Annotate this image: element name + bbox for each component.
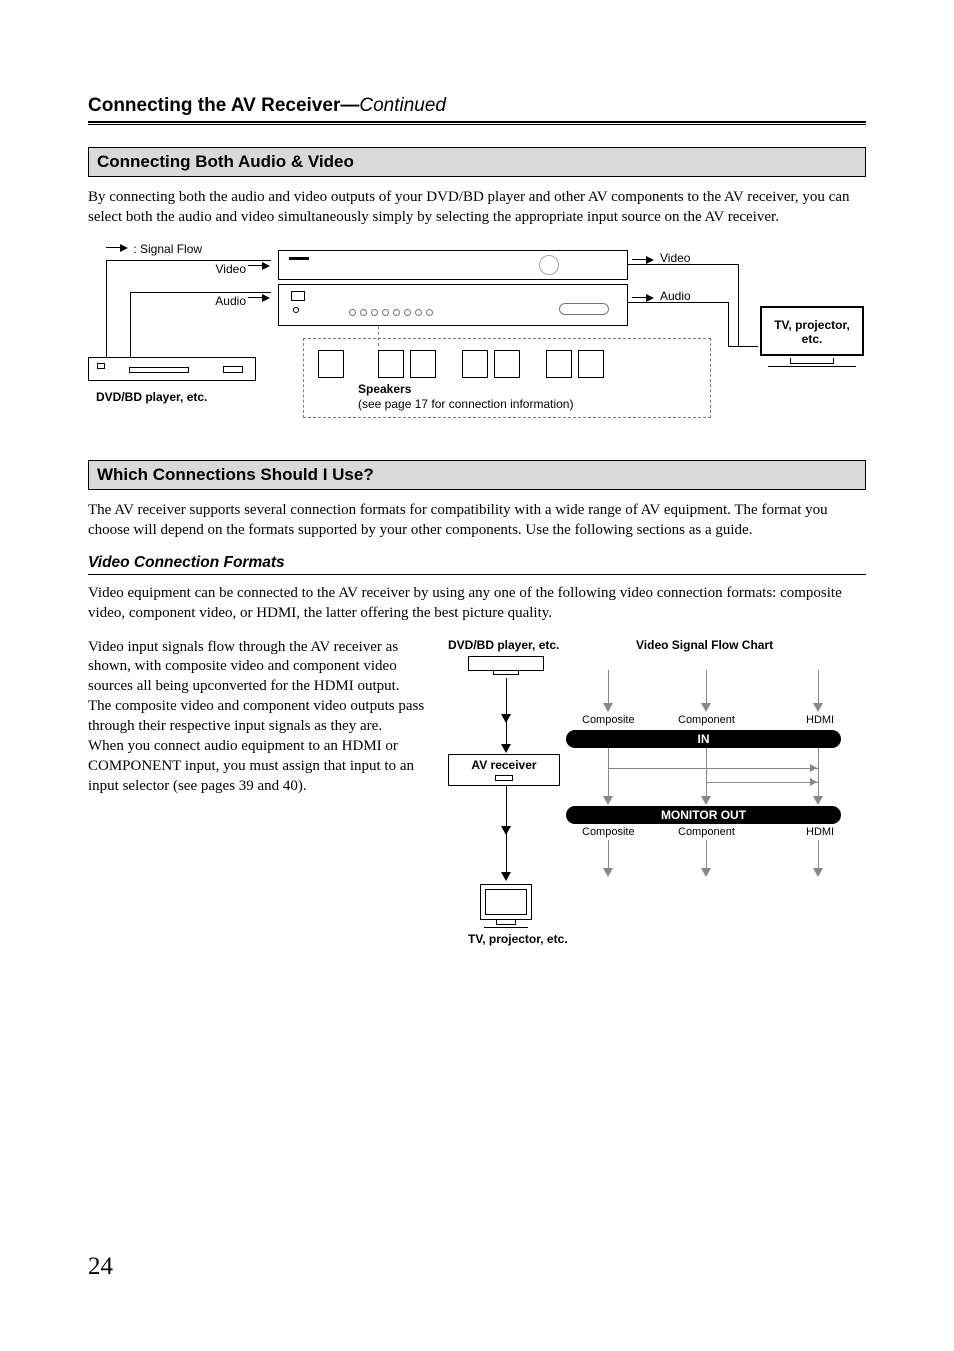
arrow-icon (248, 261, 272, 271)
diagram-signal-flow: : Signal Flow DVD/BD player, etc. Video … (88, 242, 866, 442)
title-sep: — (340, 95, 359, 116)
left-p2: The composite video and component video … (88, 697, 430, 737)
flowchart: DVD/BD player, etc. Video Signal Flow Ch… (448, 638, 866, 958)
speaker-icon (318, 350, 344, 378)
dvd-player-icon (88, 357, 256, 381)
fc-component-out: Component (678, 826, 735, 838)
page-number: 24 (88, 1253, 113, 1281)
section2-body: The AV receiver supports several connect… (88, 500, 866, 541)
receiver-audio-icon (278, 284, 628, 326)
title-rule-thick (88, 121, 866, 123)
speakers-caption: Speakers (358, 382, 411, 396)
dvd-caption: DVD/BD player, etc. (96, 390, 207, 404)
section1-body: By connecting both the audio and video o… (88, 187, 866, 228)
video-left-label: Video (204, 262, 246, 276)
tv-box: TV, projector, etc. (760, 306, 864, 356)
fc-hdmi-out: HDMI (806, 826, 834, 838)
audio-left-label: Audio (204, 294, 246, 308)
fc-composite-out: Composite (582, 826, 635, 838)
section-heading-1: Connecting Both Audio & Video (88, 147, 866, 177)
subsection-body: Video equipment can be connected to the … (88, 583, 866, 624)
speakers-note: (see page 17 for connection information) (358, 397, 573, 411)
signal-arrow-icon (106, 243, 130, 253)
subsection-rule (88, 574, 866, 575)
title-rule-thin (88, 124, 866, 125)
section-heading-2: Which Connections Should I Use? (88, 460, 866, 490)
fc-tv-icon (480, 884, 532, 920)
arrow-icon (632, 255, 656, 265)
arrow-icon (248, 293, 272, 303)
fc-component-in: Component (678, 714, 735, 726)
title-main: Connecting the AV Receiver (88, 95, 340, 116)
speaker-icon (546, 350, 572, 378)
fc-hdmi-in: HDMI (806, 714, 834, 726)
tv-stand-icon (790, 358, 834, 364)
audio-right-label: Audio (660, 289, 691, 303)
arrow-icon (632, 293, 656, 303)
left-p1: Video input signals flow through the AV … (88, 638, 430, 698)
fc-in-bar: IN (566, 730, 841, 748)
left-column: Video input signals flow through the AV … (88, 638, 430, 958)
two-column-layout: Video input signals flow through the AV … (88, 638, 866, 958)
tv-label-1: TV, projector, (762, 318, 862, 332)
signal-flow-label: : Signal Flow (133, 242, 202, 256)
fc-receiver-label: AV receiver (449, 757, 559, 773)
fc-dvd-icon (468, 656, 544, 671)
fc-dvd-label: DVD/BD player, etc. (448, 638, 559, 652)
speaker-icon (462, 350, 488, 378)
fc-out-bar: MONITOR OUT (566, 806, 841, 824)
subsection-heading: Video Connection Formats (88, 554, 866, 572)
fc-tv-label: TV, projector, etc. (468, 932, 568, 946)
fc-composite-in: Composite (582, 714, 635, 726)
left-p3: When you connect audio equipment to an H… (88, 737, 430, 797)
fc-chart-title: Video Signal Flow Chart (636, 638, 773, 652)
speaker-icon (410, 350, 436, 378)
video-right-label: Video (660, 251, 690, 265)
tv-label-2: etc. (762, 332, 862, 346)
title-continued: Continued (359, 95, 446, 116)
speaker-icon (578, 350, 604, 378)
speaker-icon (494, 350, 520, 378)
speaker-icon (378, 350, 404, 378)
fc-receiver-box: AV receiver (448, 754, 560, 786)
receiver-video-icon (278, 250, 628, 280)
page-title: Connecting the AV Receiver—Continued (88, 95, 866, 117)
